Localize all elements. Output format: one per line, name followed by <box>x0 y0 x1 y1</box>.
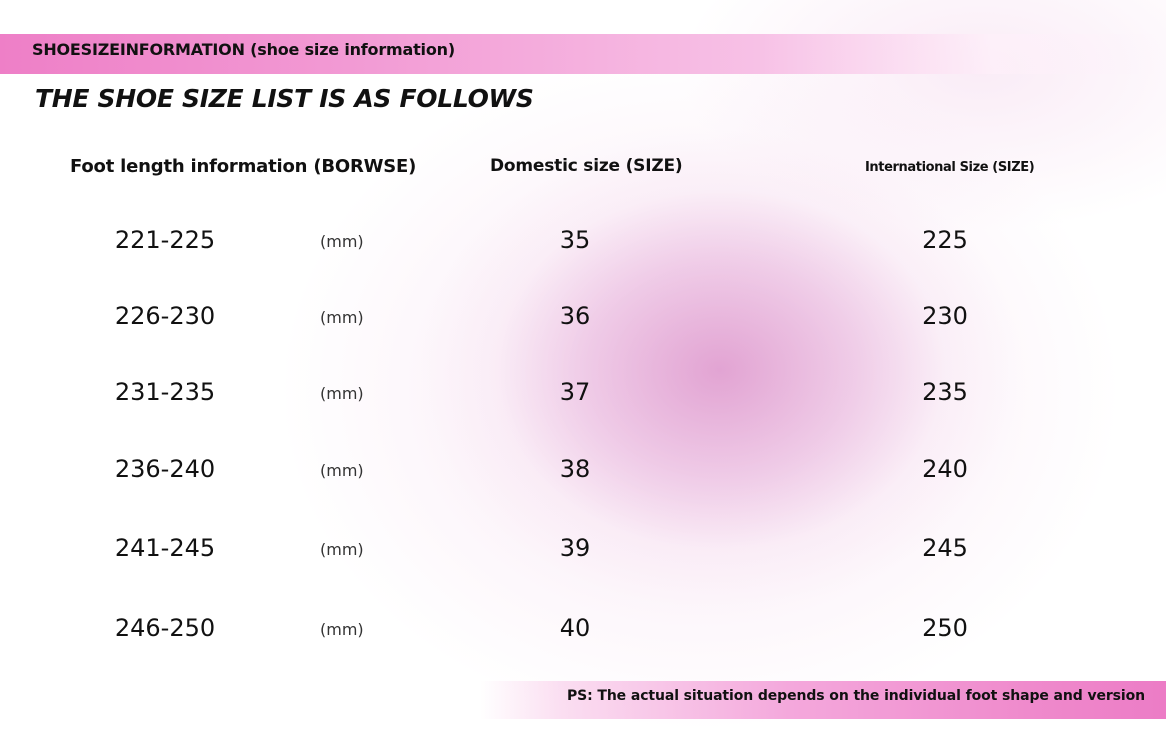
domestic-size: 36 <box>559 302 591 330</box>
column-header-foot-length: Foot length information (BORWSE) <box>70 156 417 177</box>
column-header-international-size: International Size (SIZE) <box>865 160 1035 175</box>
international-size: 235 <box>922 378 968 406</box>
foot-length-range: 221-225 <box>114 226 216 254</box>
international-size: 230 <box>922 302 968 330</box>
unit-label: (mm) <box>320 461 364 480</box>
unit-label: (mm) <box>320 384 364 403</box>
international-size: 225 <box>922 226 968 254</box>
foot-length-range: 246-250 <box>114 614 216 642</box>
banner-title: SHOESIZEINFORMATION (shoe size informati… <box>32 40 455 59</box>
domestic-size: 35 <box>559 226 591 254</box>
domestic-size: 38 <box>559 455 591 483</box>
unit-label: (mm) <box>320 308 364 327</box>
foot-length-range: 241-245 <box>114 534 216 562</box>
foot-length-range: 236-240 <box>114 455 216 483</box>
foot-length-range: 226-230 <box>114 302 216 330</box>
foot-length-range: 231-235 <box>114 378 216 406</box>
top-banner <box>0 34 1166 74</box>
international-size: 245 <box>922 534 968 562</box>
domestic-size: 39 <box>559 534 591 562</box>
international-size: 250 <box>922 614 968 642</box>
bottom-banner <box>480 681 1166 719</box>
unit-label: (mm) <box>320 620 364 639</box>
domestic-size: 40 <box>559 614 591 642</box>
international-size: 240 <box>922 455 968 483</box>
page-heading: THE SHOE SIZE LIST IS AS FOLLOWS <box>35 84 534 113</box>
domestic-size: 37 <box>559 378 591 406</box>
column-header-domestic-size: Domestic size (SIZE) <box>490 156 683 176</box>
unit-label: (mm) <box>320 232 364 251</box>
unit-label: (mm) <box>320 540 364 559</box>
footer-note: PS: The actual situation depends on the … <box>566 688 1145 704</box>
